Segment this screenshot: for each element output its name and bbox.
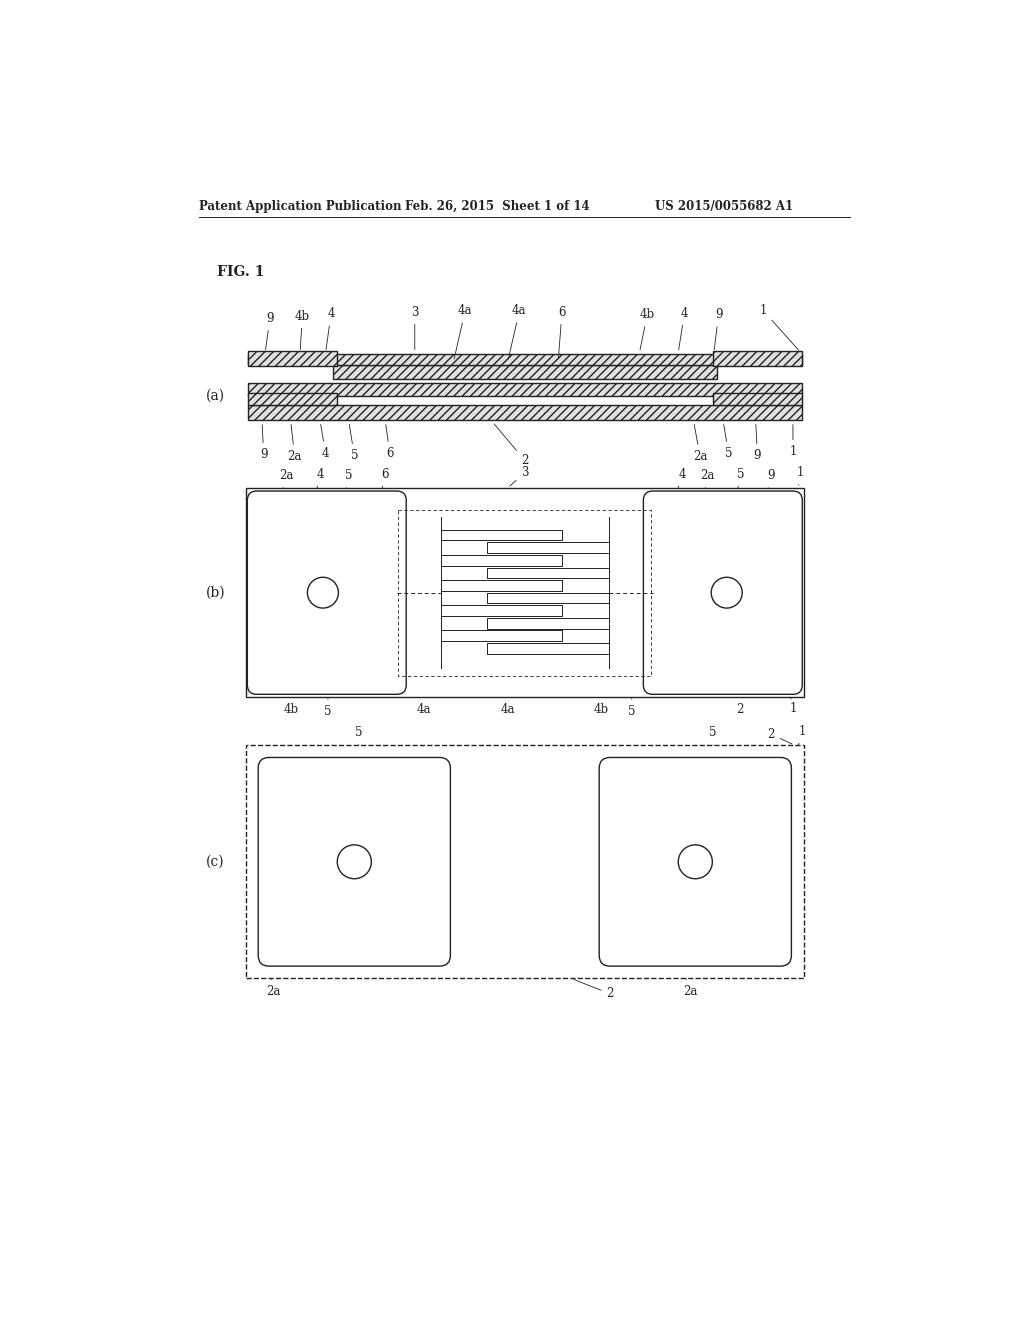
Text: 9: 9 xyxy=(768,469,775,488)
Bar xyxy=(248,393,337,405)
Text: 3: 3 xyxy=(510,466,528,486)
Text: 3: 3 xyxy=(411,306,419,350)
Text: 1: 1 xyxy=(790,425,797,458)
Text: 5: 5 xyxy=(349,425,358,462)
Text: 4a: 4a xyxy=(417,697,431,717)
Circle shape xyxy=(678,845,713,879)
Text: 4b: 4b xyxy=(593,697,608,717)
Bar xyxy=(246,488,804,697)
Bar xyxy=(248,354,802,364)
Text: 2: 2 xyxy=(494,424,528,467)
Text: 2a: 2a xyxy=(288,425,302,463)
Text: (a): (a) xyxy=(206,388,224,403)
Text: 1: 1 xyxy=(799,725,806,744)
Text: 4a: 4a xyxy=(501,697,515,717)
Text: 9: 9 xyxy=(754,425,761,462)
Circle shape xyxy=(712,577,742,609)
Text: 6: 6 xyxy=(558,306,565,359)
Bar xyxy=(713,393,802,405)
Text: 2a: 2a xyxy=(266,978,281,998)
Text: 5: 5 xyxy=(736,467,744,488)
Circle shape xyxy=(337,845,372,879)
Text: Patent Application Publication: Patent Application Publication xyxy=(200,199,401,213)
Text: (c): (c) xyxy=(206,854,224,869)
Text: 2a: 2a xyxy=(280,469,294,488)
FancyBboxPatch shape xyxy=(599,758,792,966)
Text: 5: 5 xyxy=(355,726,362,744)
Text: 9: 9 xyxy=(265,312,273,350)
Text: 4b: 4b xyxy=(284,697,298,717)
Text: 2: 2 xyxy=(736,697,744,717)
Text: 2: 2 xyxy=(768,727,792,744)
Text: 9: 9 xyxy=(714,308,722,350)
Bar xyxy=(248,405,802,420)
FancyBboxPatch shape xyxy=(643,491,802,694)
Bar xyxy=(334,364,717,379)
Text: 2: 2 xyxy=(573,979,613,1001)
Text: (b): (b) xyxy=(206,586,225,599)
Text: 4b: 4b xyxy=(640,308,654,350)
Circle shape xyxy=(307,577,338,609)
Bar xyxy=(248,383,802,396)
Text: 4: 4 xyxy=(679,306,688,350)
Text: 4a: 4a xyxy=(508,305,526,359)
Text: 5: 5 xyxy=(710,726,717,744)
Text: 4: 4 xyxy=(316,467,324,488)
Text: 6: 6 xyxy=(386,425,393,459)
FancyBboxPatch shape xyxy=(258,758,451,966)
Text: 6: 6 xyxy=(382,467,389,488)
Text: 4: 4 xyxy=(321,425,330,459)
Text: 4b: 4b xyxy=(295,310,310,350)
Text: 2a: 2a xyxy=(693,425,708,463)
Bar xyxy=(246,744,804,978)
Text: 4a: 4a xyxy=(454,305,472,359)
Text: 2a: 2a xyxy=(683,978,697,998)
Text: 9: 9 xyxy=(260,425,267,462)
Bar xyxy=(713,351,802,367)
Text: 4: 4 xyxy=(678,467,686,488)
Text: 1: 1 xyxy=(760,305,799,350)
Bar xyxy=(248,351,337,367)
Text: 1: 1 xyxy=(790,697,797,714)
Text: 5: 5 xyxy=(724,425,732,459)
Text: 4: 4 xyxy=(326,308,335,350)
Text: 5: 5 xyxy=(325,697,332,718)
FancyBboxPatch shape xyxy=(248,491,407,694)
Text: 2a: 2a xyxy=(700,469,715,488)
Text: 1: 1 xyxy=(797,466,805,486)
Text: FIG. 1: FIG. 1 xyxy=(217,265,264,280)
Text: 5: 5 xyxy=(345,469,352,488)
Text: 5: 5 xyxy=(628,697,636,718)
Text: Feb. 26, 2015  Sheet 1 of 14: Feb. 26, 2015 Sheet 1 of 14 xyxy=(406,199,590,213)
Text: US 2015/0055682 A1: US 2015/0055682 A1 xyxy=(655,199,794,213)
